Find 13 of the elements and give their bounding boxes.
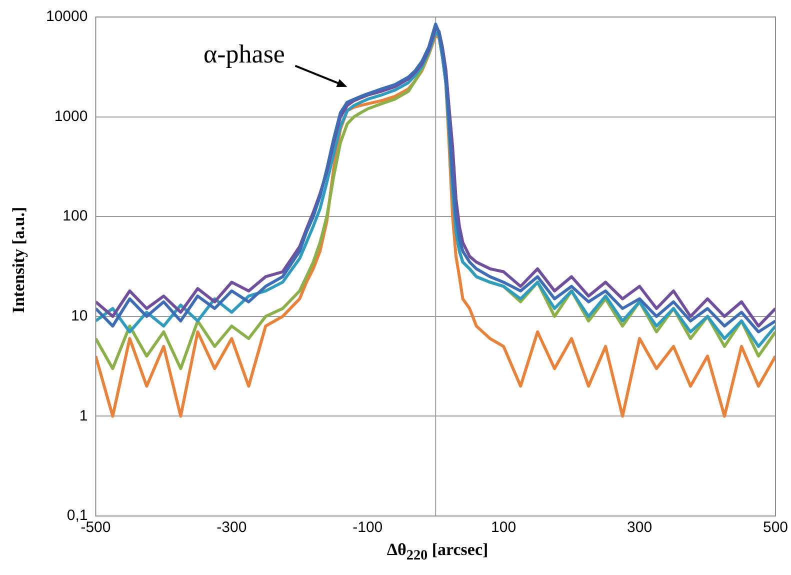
annotation: α-phase <box>203 40 285 69</box>
y-tick-label: 10 <box>71 308 88 325</box>
x-tick-label: -300 <box>216 519 247 536</box>
x-tick-label: 500 <box>762 519 788 536</box>
x-tick-label: 100 <box>491 519 516 536</box>
x-tick-label: 300 <box>627 519 652 536</box>
y-tick-label: 100 <box>62 208 88 225</box>
y-axis-title: Intensity [a.u.] <box>9 206 29 314</box>
y-tick-label: 10000 <box>46 8 88 26</box>
x-axis-title: Δθ$_{220}$ [arcsec] <box>386 540 490 564</box>
y-tick-label: 1 <box>79 407 88 424</box>
x-tick-label: -100 <box>352 519 383 536</box>
y-tick-label: 1000 <box>54 108 88 125</box>
